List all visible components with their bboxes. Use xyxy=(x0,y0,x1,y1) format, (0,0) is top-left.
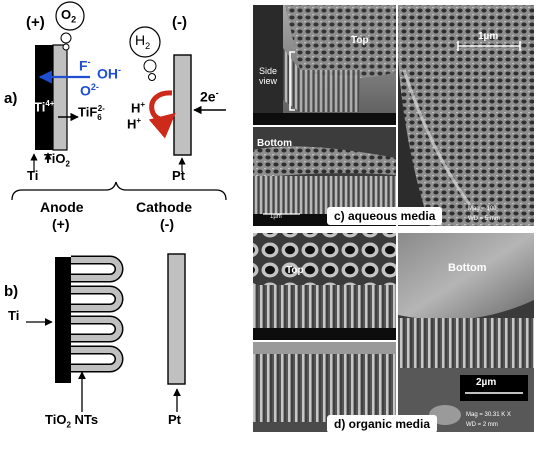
sem-c-top-label: Top xyxy=(351,35,369,46)
sem-info-bar xyxy=(253,113,396,125)
anode-label: Anode xyxy=(40,199,84,215)
pt-b-label: Pt xyxy=(168,412,181,427)
sem-c-dark-bg xyxy=(253,5,283,125)
ti-label: Ti xyxy=(27,168,39,183)
tio2-nts-label: TiO2 NTs xyxy=(45,412,99,430)
cathode-b-sign: (-) xyxy=(160,216,174,232)
caption-c: c) aqueous media xyxy=(327,207,443,225)
scale-label-c-left: 1µm xyxy=(270,214,282,220)
sem-d-tubes-walls xyxy=(253,285,396,330)
tio2-nanotubes xyxy=(71,255,124,373)
o2-tiny-bubble xyxy=(62,43,70,51)
hydrogen-evolution-arrow xyxy=(148,90,176,139)
electron-label: 2e- xyxy=(200,88,219,105)
caption-d: d) organic media xyxy=(327,415,438,433)
h2-bubble xyxy=(129,26,161,58)
sem-c-bottom-label: Bottom xyxy=(257,138,292,149)
sem-c-side-view-label: Side view xyxy=(259,66,278,86)
sem-c-right-highlight xyxy=(402,69,472,206)
oxide-ion: O2- xyxy=(80,82,99,99)
panel-a-label: a) xyxy=(4,90,18,107)
tio2-label: TiO2 xyxy=(44,151,70,169)
sem-d-side-top xyxy=(253,342,396,354)
sem-c-right-surface xyxy=(398,5,534,226)
cathode-b-pt-electrode xyxy=(167,253,186,385)
anode-tio2-layer xyxy=(52,44,68,151)
sem-c-wd: WD = 5 mm xyxy=(468,216,500,222)
h2-tiny-bubble xyxy=(148,73,156,81)
brace xyxy=(11,181,227,201)
sem-c-mag: Mag = 100 xyxy=(468,206,497,212)
nanotube xyxy=(71,257,122,281)
o2-small-bubble xyxy=(60,32,72,44)
sem-d-right-tubes xyxy=(398,318,534,368)
sem-d-side-tubes xyxy=(253,352,396,422)
sem-d-scale-box xyxy=(460,375,528,401)
h2-label: H2 xyxy=(135,32,151,51)
o2-label: O2 xyxy=(61,7,77,25)
ti-b-label: Ti xyxy=(8,308,20,323)
fluoride-ion: F- xyxy=(79,57,91,74)
cathode-sign: (-) xyxy=(172,14,187,31)
sem-panel-c xyxy=(253,5,534,226)
sem-info-bar xyxy=(253,328,396,340)
panel-b-diagram xyxy=(26,253,186,412)
sem-c-tube-surface xyxy=(285,5,396,79)
sem-d-bottom-surface xyxy=(398,233,534,320)
sem-d-wd: WD = 2 mm xyxy=(466,422,498,428)
anode-sign: (+) xyxy=(26,14,45,31)
sem-d-top-label: Top xyxy=(286,265,304,276)
anode-ti-metal xyxy=(35,45,53,150)
scale-label-d: 2µm xyxy=(476,377,497,388)
sem-d-mag: Mag = 30.31 K X xyxy=(466,412,511,418)
scale-label-c-right: 1µm xyxy=(478,31,499,42)
h-plus-2: H+ xyxy=(127,116,142,132)
sem-c-side-strip xyxy=(300,70,360,112)
anode-b-sign: (+) xyxy=(52,216,70,232)
panel-b-label: b) xyxy=(4,283,19,300)
tif6-ion: TiF62- xyxy=(78,104,105,122)
sem-d-bottom-label: Bottom xyxy=(448,262,487,274)
hydroxide-ion: OH- xyxy=(97,65,121,82)
nanotube xyxy=(71,287,122,311)
h2-small-bubble xyxy=(143,59,157,73)
panel-a-diagram xyxy=(11,1,227,201)
side-view-bracket xyxy=(289,51,295,111)
cathode-label: Cathode xyxy=(136,199,192,215)
sem-panel-d xyxy=(253,233,534,432)
sem-c-side-wall xyxy=(283,48,300,112)
o2-bubble xyxy=(55,1,85,31)
pt-label: Pt xyxy=(172,168,185,183)
sem-c-bottom-surface xyxy=(253,146,396,178)
nanotube xyxy=(71,347,122,371)
cathode-pt-electrode xyxy=(173,54,192,156)
h-plus-1: H+ xyxy=(131,100,146,116)
sem-d-tubes-top xyxy=(253,233,396,293)
anode-b-ti-metal xyxy=(55,257,71,383)
nanotube xyxy=(71,317,122,341)
ti4-ion: Ti4+ xyxy=(34,99,55,115)
